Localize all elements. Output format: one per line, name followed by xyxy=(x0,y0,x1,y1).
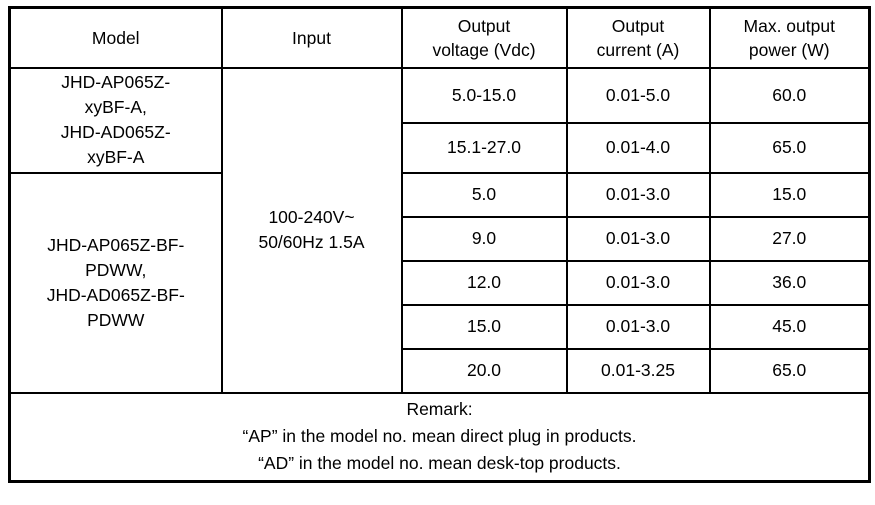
power-spec-table: Model Input Output voltage (Vdc) Output … xyxy=(8,6,871,483)
spec-row: 9.0 0.01-3.0 27.0 xyxy=(10,215,871,262)
voltage-cell: 20.0 xyxy=(400,347,568,394)
power-cell: 60.0 xyxy=(708,66,871,124)
current-cell: 0.01-5.0 xyxy=(565,66,711,124)
spec-row: JHD-AP065Z-BF- PDWW, JHD-AD065Z-BF- PDWW… xyxy=(8,171,871,394)
current-cell: 0.01-3.25 xyxy=(565,347,711,394)
remark-line-ad: “AD” in the model no. mean desk-top prod… xyxy=(258,453,621,474)
model-group-1-cell: JHD-AP065Z- xyBF-A, JHD-AD065Z- xyBF-A xyxy=(8,66,223,174)
voltage-cell: 5.0 xyxy=(400,171,568,218)
spec-row: 20.0 0.01-3.25 65.0 xyxy=(10,347,871,394)
input-cell: 100-240V~ 50/60Hz 1.5A xyxy=(220,66,403,394)
header-model: Model xyxy=(8,6,223,69)
voltage-cell: 15.1-27.0 xyxy=(400,121,568,174)
power-cell: 27.0 xyxy=(708,215,871,262)
current-cell: 0.01-4.0 xyxy=(565,121,711,174)
current-cell: 0.01-3.0 xyxy=(565,215,711,262)
power-cell: 15.0 xyxy=(708,171,871,218)
current-cell: 0.01-3.0 xyxy=(565,259,711,306)
voltage-cell: 12.0 xyxy=(400,259,568,306)
header-max-power: Max. output power (W) xyxy=(708,6,871,69)
power-cell: 65.0 xyxy=(708,347,871,394)
remark-row: Remark: “AP” in the model no. mean direc… xyxy=(8,391,871,483)
header-output-current: Output current (A) xyxy=(565,6,711,69)
voltage-cell: 9.0 xyxy=(400,215,568,262)
header-row: Model Input Output voltage (Vdc) Output … xyxy=(8,6,871,69)
current-cell: 0.01-3.0 xyxy=(565,171,711,218)
spec-row: 12.0 0.01-3.0 36.0 xyxy=(10,259,871,306)
remark-title: Remark: xyxy=(406,399,473,420)
voltage-cell: 5.0-15.0 xyxy=(400,66,568,124)
power-cell: 65.0 xyxy=(708,121,871,174)
spec-row: JHD-AP065Z- xyBF-A, JHD-AD065Z- xyBF-A 1… xyxy=(8,66,871,394)
remark-cell: Remark: “AP” in the model no. mean direc… xyxy=(8,391,871,483)
power-cell: 45.0 xyxy=(708,303,871,350)
model-group-2-cell: JHD-AP065Z-BF- PDWW, JHD-AD065Z-BF- PDWW xyxy=(8,171,223,394)
power-cell: 36.0 xyxy=(708,259,871,306)
header-output-voltage: Output voltage (Vdc) xyxy=(400,6,568,69)
remark-line-ap: “AP” in the model no. mean direct plug i… xyxy=(242,426,637,447)
spec-row: 15.1-27.0 0.01-4.0 65.0 xyxy=(10,121,871,174)
spec-row: 15.0 0.01-3.0 45.0 xyxy=(10,303,871,350)
header-input: Input xyxy=(220,6,403,69)
current-cell: 0.01-3.0 xyxy=(565,303,711,350)
voltage-cell: 15.0 xyxy=(400,303,568,350)
